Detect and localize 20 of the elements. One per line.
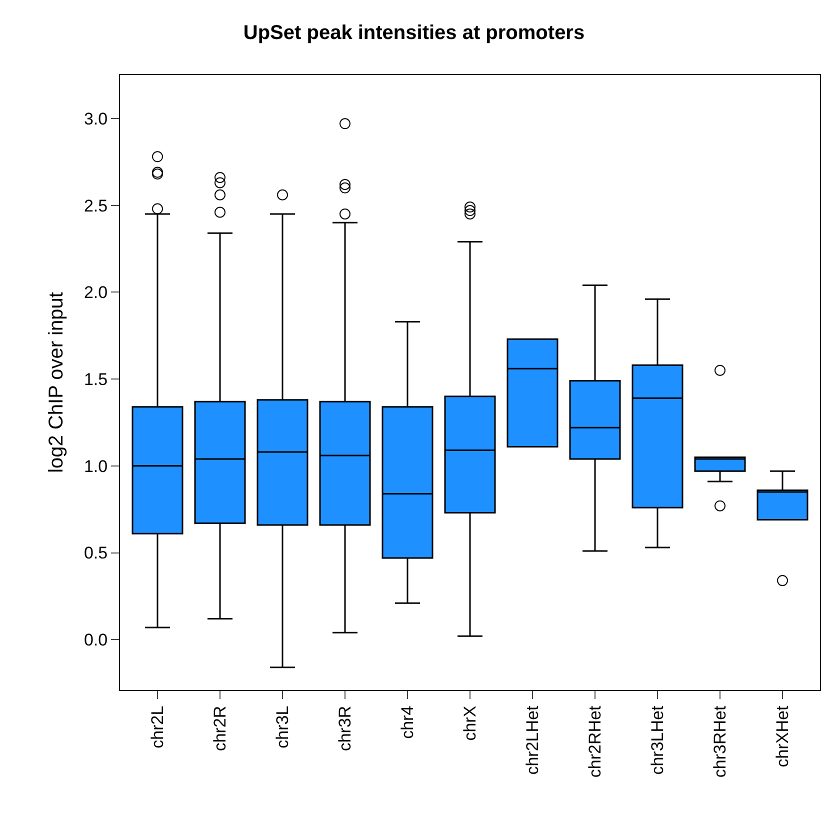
- x-tick-label: chr3R: [336, 706, 355, 752]
- y-tick-label: 1.5: [84, 370, 108, 389]
- x-tick-label: chrX: [460, 706, 480, 741]
- y-tick-label: 3.0: [84, 109, 108, 128]
- y-tick-label: 1.0: [84, 456, 108, 476]
- x-tick-label: chr2RHet: [586, 706, 605, 778]
- y-axis-title: log2 ChIP over input: [45, 292, 68, 473]
- x-tick-label: chr2L: [148, 706, 168, 748]
- x-tick-label: chr3LHet: [648, 706, 668, 775]
- y-tick-label: 0.0: [84, 630, 108, 650]
- x-tick-label: chrXHet: [773, 706, 792, 768]
- y-tick-label: 2.0: [84, 283, 108, 302]
- x-tick-label: chr3L: [273, 706, 292, 748]
- x-tick-label: chr2R: [210, 706, 230, 752]
- x-tick-label: chr2LHet: [523, 706, 542, 775]
- y-tick-label: 0.5: [84, 544, 108, 563]
- x-tick-label: chr4: [398, 706, 418, 739]
- y-tick-label: 2.5: [84, 196, 108, 216]
- x-tick-label: chr3RHet: [710, 706, 730, 778]
- chart-title: UpSet peak intensities at promoters: [243, 22, 585, 44]
